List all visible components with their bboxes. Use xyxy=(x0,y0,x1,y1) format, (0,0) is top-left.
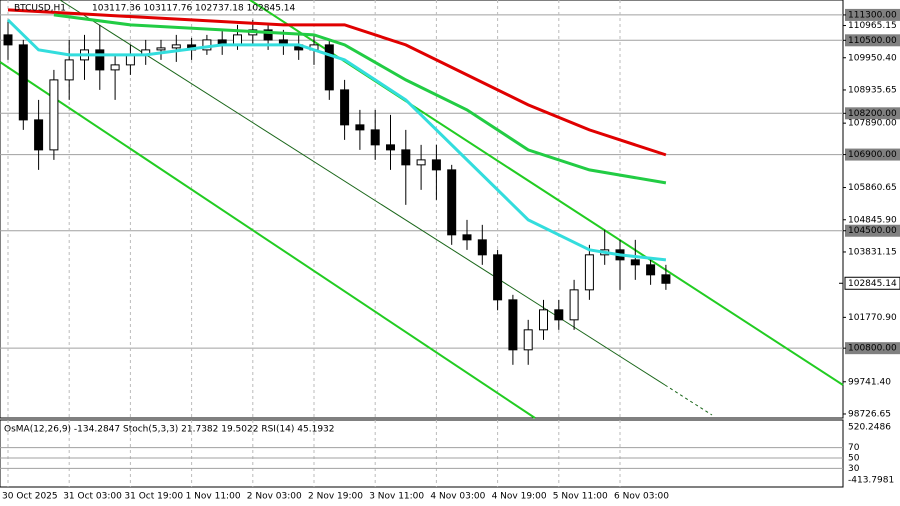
candle-body xyxy=(462,234,472,241)
x-tick-label: 2 Nov 19:00 xyxy=(308,492,363,502)
x-tick-label: 31 Oct 03:00 xyxy=(63,492,122,502)
stoch-level-label: 70 xyxy=(848,443,860,453)
level-label-bg xyxy=(845,224,900,237)
candle-body xyxy=(477,239,487,256)
y-tick-label: 109950.40 xyxy=(848,53,897,63)
stoch-level-label: 50 xyxy=(848,454,860,464)
candle-body xyxy=(401,149,411,166)
indicator-label: OsMA(12,26,9) -134.2847 Stoch(5,3,3) 21.… xyxy=(4,425,335,435)
candle-body xyxy=(661,274,671,284)
level-label-bg xyxy=(845,34,900,47)
last-price-label: 102845.14 xyxy=(848,279,897,289)
candle-body xyxy=(171,44,181,49)
candle-body xyxy=(34,119,44,151)
candle-body xyxy=(156,47,166,51)
indicator-tick-label: 520.2486 xyxy=(848,423,891,433)
candle-body xyxy=(95,49,105,71)
candle-body xyxy=(630,259,640,266)
ohlc-label: 103117.36 103117.76 102737.18 102845.14 xyxy=(92,4,296,14)
y-tick-label: 105860.65 xyxy=(848,183,897,193)
candle-body xyxy=(324,44,334,91)
y-tick-label: 110965.15 xyxy=(848,21,897,31)
candle-body xyxy=(370,129,380,146)
y-tick-label: 106900.00 xyxy=(848,150,897,160)
y-tick-label: 100800.00 xyxy=(848,344,897,354)
candle-body xyxy=(523,329,533,351)
x-tick-label: 6 Nov 03:00 xyxy=(614,492,669,502)
candle-body xyxy=(493,254,503,301)
last-price-bg xyxy=(844,276,900,290)
x-tick-label: 4 Nov 19:00 xyxy=(492,492,547,502)
moving-average xyxy=(6,18,667,262)
candle-body xyxy=(539,309,548,331)
y-tick-label: 108200.00 xyxy=(848,109,897,119)
candle-body xyxy=(646,264,656,276)
level-label-bg xyxy=(845,8,900,21)
candle-body xyxy=(386,144,395,151)
candle-body xyxy=(18,44,28,121)
y-tick-label: 108935.65 xyxy=(848,85,897,95)
moving-average xyxy=(53,13,667,185)
candle-body xyxy=(340,89,350,126)
candle-body xyxy=(110,64,120,71)
stoch-level-label: 30 xyxy=(848,464,860,474)
x-tick-label: 1 Nov 11:00 xyxy=(186,492,241,502)
y-tick-label: 104500.00 xyxy=(848,226,897,236)
candle-body xyxy=(508,299,518,351)
y-tick-label: 99741.40 xyxy=(848,377,891,387)
candle-body xyxy=(431,159,441,171)
candle-body xyxy=(49,79,59,151)
y-tick-label: 104845.90 xyxy=(848,215,897,225)
candle-body xyxy=(416,159,426,166)
candle-body xyxy=(569,289,579,321)
level-label-bg xyxy=(845,107,900,120)
indicator-tick-label: -413.7981 xyxy=(848,476,894,486)
y-tick-label: 103831.15 xyxy=(848,247,897,257)
y-tick-label: 110500.00 xyxy=(848,36,897,46)
x-tick-label: 3 Nov 11:00 xyxy=(369,492,424,502)
x-tick-label: 31 Oct 19:00 xyxy=(124,492,183,502)
y-tick-label: 111300.00 xyxy=(848,10,897,20)
candle-body xyxy=(554,309,564,321)
candle-body xyxy=(64,59,74,81)
y-tick-label: 107890.00 xyxy=(848,119,897,129)
x-tick-label: 5 Nov 11:00 xyxy=(553,492,608,502)
moving-average xyxy=(7,8,667,157)
candle-body xyxy=(263,29,273,41)
chart-title: BTCUSD,H1 xyxy=(14,4,66,14)
candle-body xyxy=(3,34,13,46)
channel-line xyxy=(0,61,536,419)
indicator-panel xyxy=(0,419,844,488)
x-tick-label: 2 Nov 03:00 xyxy=(247,492,302,502)
channel-mid-line xyxy=(59,0,666,386)
x-tick-label: 30 Oct 2025 xyxy=(2,492,58,502)
level-label-bg xyxy=(845,148,900,161)
level-label-bg xyxy=(845,342,900,355)
candle-body xyxy=(355,124,365,131)
candle-body xyxy=(584,254,594,291)
y-tick-label: 98726.65 xyxy=(848,409,891,419)
y-tick-label: 101770.90 xyxy=(848,313,897,323)
candle-body xyxy=(447,169,457,236)
x-tick-label: 4 Nov 03:00 xyxy=(430,492,485,502)
